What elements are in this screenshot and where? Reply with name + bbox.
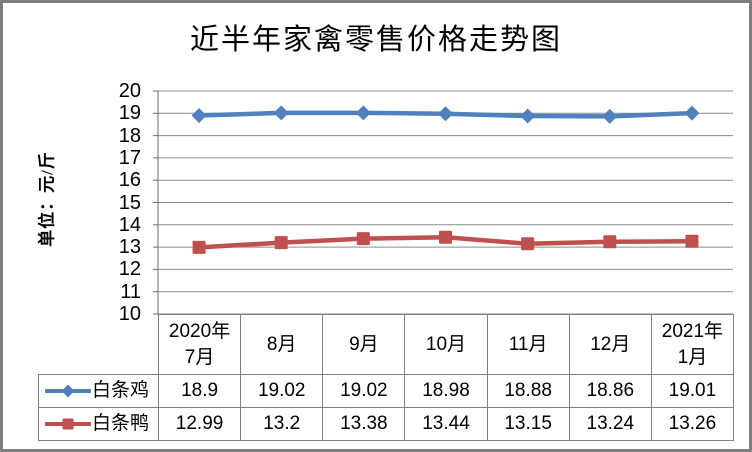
data-point-白条鸭-5 xyxy=(603,235,617,249)
value-cell-白条鸡-5: 18.86 xyxy=(568,374,652,408)
data-point-白条鸡-1 xyxy=(273,105,289,121)
value-cell-白条鸭-0: 12.99 xyxy=(157,407,242,441)
y-axis-title: 单位：元/斤 xyxy=(37,151,57,247)
data-table: 2020年 7月 8月 9月 10月 11月 12月 2021年 1月 白条鸡 18.9 19.0… xyxy=(38,314,734,441)
y-tick-label-19: 19 xyxy=(118,102,141,125)
y-tick-label-15: 15 xyxy=(118,191,141,214)
value-cell-白条鸭-6: 13.26 xyxy=(650,407,734,441)
legend-item-白条鸭: 白条鸭 xyxy=(38,407,159,441)
data-point-白条鸭-6 xyxy=(685,234,699,248)
data-point-白条鸭-3 xyxy=(439,230,452,244)
legend-item-白条鸡: 白条鸡 xyxy=(38,374,159,408)
y-tick-label-12: 12 xyxy=(118,258,141,281)
value-cell-白条鸡-4: 18.88 xyxy=(486,374,570,408)
data-point-白条鸭-2 xyxy=(356,232,370,246)
data-point-白条鸭-1 xyxy=(274,236,288,250)
legend-marker-白条鸭 xyxy=(62,418,74,430)
data-point-白条鸡-2 xyxy=(355,105,371,121)
month-header-cell-0: 2020年 7月 xyxy=(157,314,242,375)
data-point-白条鸭-0 xyxy=(192,240,206,254)
value-cell-白条鸭-5: 13.24 xyxy=(568,407,652,441)
legend-marker-白条鸡 xyxy=(61,384,75,398)
data-point-白条鸡-5 xyxy=(602,108,618,124)
y-tick-label-10: 10 xyxy=(118,303,141,325)
y-tick-label-16: 16 xyxy=(118,169,141,192)
data-point-白条鸡-6 xyxy=(684,105,700,121)
plot-area xyxy=(153,90,733,315)
value-cell-白条鸭-2: 13.38 xyxy=(322,407,406,441)
month-header-cell-2: 9月 xyxy=(322,314,406,375)
table-corner-cell xyxy=(39,315,159,375)
value-cell-白条鸡-6: 19.01 xyxy=(650,374,734,408)
legend-label: 白条鸡 xyxy=(92,380,150,402)
value-cell-白条鸡-1: 19.02 xyxy=(240,374,324,408)
table-row-白条鸭: 白条鸭 12.99 13.2 13.38 13.44 13.15 13.24 13.26 xyxy=(38,407,734,441)
data-point-白条鸭-4 xyxy=(521,237,535,251)
month-header-cell-6: 2021年 1月 xyxy=(650,314,734,375)
legend-label: 白条鸭 xyxy=(92,413,150,435)
data-point-白条鸡-3 xyxy=(438,106,453,122)
month-header-cell-1: 8月 xyxy=(240,314,324,375)
value-cell-白条鸭-4: 13.15 xyxy=(486,407,570,441)
chart-title: 近半年家禽零售价格走势图 xyxy=(189,24,562,56)
legend-square-icon xyxy=(45,418,91,430)
y-tick-label-13: 13 xyxy=(118,236,141,259)
y-tick-label-20: 20 xyxy=(118,80,141,102)
value-cell-白条鸭-3: 13.44 xyxy=(404,407,488,441)
y-tick-label-17: 17 xyxy=(118,146,141,169)
value-cell-白条鸡-3: 18.98 xyxy=(404,374,488,408)
value-cell-白条鸡-2: 19.02 xyxy=(322,374,406,408)
value-cell-白条鸡-0: 18.9 xyxy=(157,374,242,408)
value-cell-白条鸭-1: 13.2 xyxy=(240,407,324,441)
month-header-cell-4: 11月 xyxy=(486,314,570,375)
y-tick-label-18: 18 xyxy=(118,124,141,147)
data-point-白条鸡-4 xyxy=(520,108,536,124)
data-point-白条鸡-0 xyxy=(191,108,207,124)
table-row-白条鸡: 白条鸡 18.9 19.02 19.02 18.98 18.88 18.86 19.01 xyxy=(38,374,734,408)
month-header-cell-3: 10月 xyxy=(404,314,488,375)
month-header-cell-5: 12月 xyxy=(568,314,652,375)
y-tick-label-11: 11 xyxy=(120,280,141,303)
legend-diamond-icon xyxy=(45,384,91,398)
y-tick-label-14: 14 xyxy=(118,213,141,236)
